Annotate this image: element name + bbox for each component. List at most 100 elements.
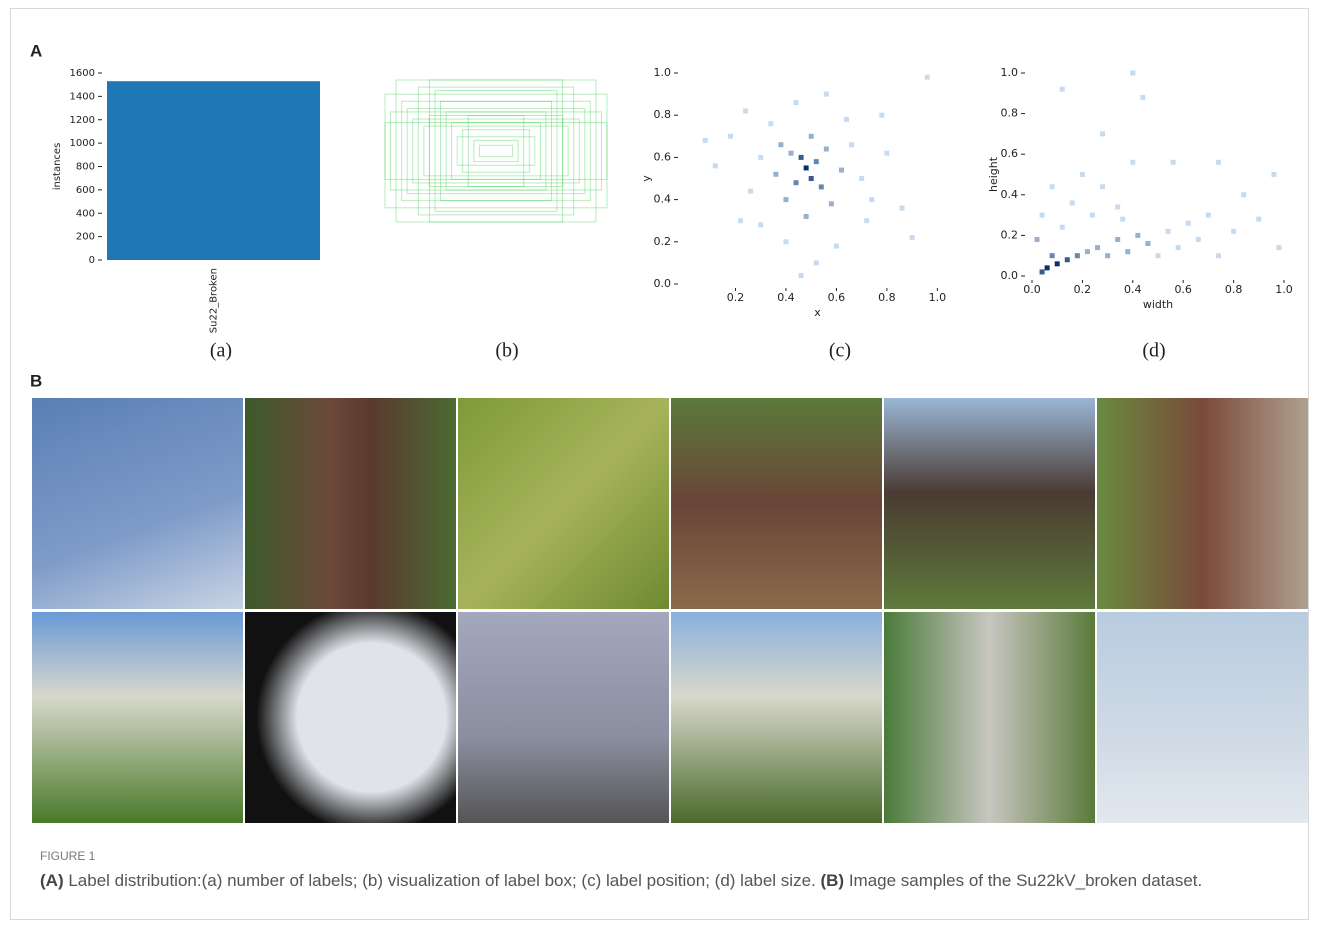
hist-cell (1070, 200, 1075, 205)
hist-cell (1140, 95, 1145, 100)
x-tick-label: Su22_Broken (209, 268, 220, 333)
label-box (402, 101, 591, 200)
y-axis-label: instances (52, 143, 63, 191)
hist-cell (713, 163, 718, 168)
hist-cell (1130, 71, 1135, 76)
label-box (446, 112, 546, 190)
hist-cell (864, 218, 869, 223)
x-tick-label: 0.8 (878, 291, 896, 304)
hist-cell (1045, 265, 1050, 270)
x-tick-label: 0.4 (777, 291, 795, 304)
y-tick-label: 0.2 (654, 235, 672, 248)
x-tick-label: 0.6 (828, 291, 846, 304)
hist-cell (1090, 213, 1095, 218)
hist-cell (794, 100, 799, 105)
hist-cell (1206, 213, 1211, 218)
y-tick-label: 0 (89, 255, 95, 266)
hist-cell (839, 168, 844, 173)
y-tick-label: 800 (76, 162, 95, 173)
x-tick-label: 0.0 (1023, 283, 1041, 296)
y-tick-label: 1000 (70, 138, 95, 149)
hist-cell (1115, 204, 1120, 209)
subcaption: (b) (495, 340, 518, 362)
hist-cell (1276, 245, 1281, 250)
hist-cell (1186, 221, 1191, 226)
hist-cell (804, 214, 809, 219)
hist-cell (1145, 241, 1150, 246)
y-tick-label: 0.0 (654, 277, 672, 290)
hist-cell (1166, 229, 1171, 234)
hist-cell (1125, 249, 1130, 254)
y-tick-label: 0.8 (1001, 107, 1019, 120)
hist-cell (1085, 249, 1090, 254)
hist-cell (824, 92, 829, 97)
y-tick-label: 600 (76, 185, 95, 196)
hist-cell (1176, 245, 1181, 250)
y-tick-label: 0.4 (1001, 188, 1019, 201)
subcaption: (a) (210, 340, 232, 362)
hist-cell (869, 197, 874, 202)
y-tick-label: 0.6 (654, 150, 672, 163)
y-tick-label: 1400 (70, 91, 95, 102)
hist-cell (804, 165, 809, 170)
hist-cell (1075, 253, 1080, 258)
hist-cell (728, 134, 733, 139)
hist-cell (814, 159, 819, 164)
hist-cell (773, 172, 778, 177)
y-tick-label: 200 (76, 232, 95, 243)
x-tick-label: 0.2 (1074, 283, 1092, 296)
label-box (413, 119, 580, 183)
hist-cell (1035, 237, 1040, 242)
y-axis-label: y (640, 175, 653, 182)
x-tick-label: 0.4 (1124, 283, 1142, 296)
y-axis-label: height (987, 156, 1000, 192)
y-tick-label: 0.6 (1001, 147, 1019, 160)
x-axis-label: x (814, 306, 821, 319)
hist-cell (1050, 253, 1055, 258)
label-box (474, 140, 518, 161)
hist-cell (783, 239, 788, 244)
hist-cell (925, 75, 930, 80)
hist-cell (1050, 184, 1055, 189)
caption-text: Image samples of the Su22kV_broken datas… (844, 871, 1202, 890)
hist-cell (758, 222, 763, 227)
panel-label: A (30, 41, 42, 60)
hist-cell (768, 121, 773, 126)
hist-cell (1156, 253, 1161, 258)
panel-label: B (30, 371, 42, 390)
y-tick-label: 1200 (70, 115, 95, 126)
hist-cell (819, 184, 824, 189)
hist-cell (748, 189, 753, 194)
x-tick-label: 0.6 (1174, 283, 1192, 296)
hist-cell (1271, 172, 1276, 177)
label-box (452, 123, 541, 180)
hist-cell (824, 146, 829, 151)
hist-cell (859, 176, 864, 181)
hist-cell (1196, 237, 1201, 242)
hist-cell (809, 134, 814, 139)
label-box (457, 137, 535, 165)
hist-cell (1105, 253, 1110, 258)
hist-cell (1231, 229, 1236, 234)
x-tick-label: 1.0 (1275, 283, 1293, 296)
x-tick-label: 0.8 (1225, 283, 1243, 296)
y-tick-label: 400 (76, 208, 95, 219)
x-tick-label: 1.0 (929, 291, 947, 304)
label-box (479, 145, 512, 156)
hist-cell (1040, 213, 1045, 218)
hist-cell (1130, 160, 1135, 165)
caption: (A) Label distribution:(a) number of lab… (40, 869, 1280, 892)
hist-cell (799, 155, 804, 160)
figure-label: FIGURE 1 (40, 849, 95, 863)
hist-cell (703, 138, 708, 143)
hist-cell (884, 151, 889, 156)
subcaption: (d) (1142, 340, 1165, 362)
hist-cell (879, 113, 884, 118)
hist-cell (743, 108, 748, 113)
hist-cell (849, 142, 854, 147)
caption-bold: (B) (820, 871, 844, 890)
hist-cell (1135, 233, 1140, 238)
y-tick-label: 0.4 (654, 193, 672, 206)
caption-bold: (A) (40, 871, 64, 890)
hist-cell (1095, 245, 1100, 250)
